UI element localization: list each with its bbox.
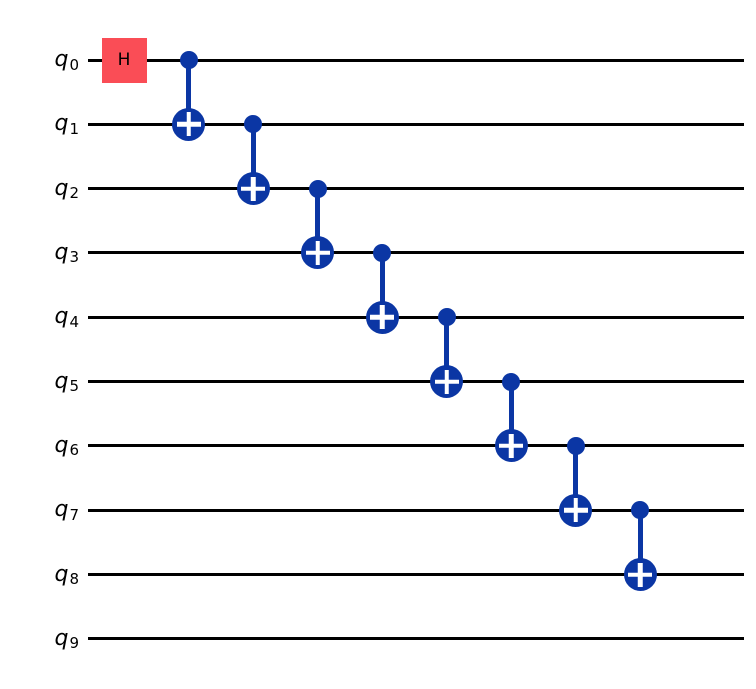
cnot-target bbox=[172, 107, 205, 141]
qubit-label-subscript: 8 bbox=[69, 570, 79, 589]
cnot-connector-line bbox=[637, 510, 643, 575]
cnot-target bbox=[365, 300, 399, 334]
qubit-label-base: q bbox=[54, 368, 69, 394]
qubit-wire bbox=[88, 380, 744, 384]
qubit-label-subscript: 4 bbox=[69, 312, 79, 331]
cnot-connector-line bbox=[250, 124, 256, 189]
cnot-target bbox=[301, 236, 334, 270]
cnot-connector-line bbox=[186, 60, 191, 125]
qubit-wire bbox=[88, 508, 744, 512]
qubit-label-base: q bbox=[54, 625, 69, 651]
qubit-label-base: q bbox=[54, 111, 69, 137]
plus-icon bbox=[366, 301, 399, 334]
qubit-label-subscript: 1 bbox=[69, 119, 79, 138]
h-gate-label: H bbox=[117, 50, 131, 70]
cnot-control-dot bbox=[373, 243, 391, 262]
qubit-wire bbox=[88, 637, 744, 641]
qubit-label-base: q bbox=[54, 497, 69, 523]
plus-icon bbox=[559, 494, 592, 527]
qubit-label-subscript: 5 bbox=[69, 377, 79, 396]
qubit-label-subscript: 0 bbox=[69, 55, 79, 74]
qubit-wire bbox=[88, 58, 744, 62]
qubit-label-base: q bbox=[54, 175, 69, 201]
qubit-label-base: q bbox=[54, 561, 69, 587]
qubit-label-base: q bbox=[54, 239, 69, 265]
cnot-target bbox=[623, 558, 657, 592]
cnot-control-dot bbox=[308, 179, 327, 198]
cnot-connector-line bbox=[315, 188, 320, 253]
qubit-label-base: q bbox=[54, 432, 69, 458]
cnot-control-dot bbox=[502, 372, 520, 391]
cnot-target bbox=[236, 172, 270, 206]
qubit-wire bbox=[88, 187, 744, 191]
plus-icon bbox=[301, 236, 334, 269]
cnot-connector-line bbox=[573, 445, 578, 511]
cnot-target bbox=[494, 429, 528, 463]
plus-icon bbox=[430, 365, 463, 398]
cnot-control-dot bbox=[566, 436, 585, 455]
h-gate: H bbox=[101, 37, 147, 83]
cnot-target bbox=[559, 493, 592, 527]
cnot-control-dot bbox=[244, 115, 262, 134]
qubit-label-subscript: 9 bbox=[69, 634, 79, 653]
plus-icon bbox=[172, 108, 205, 141]
qubit-label-subscript: 2 bbox=[69, 184, 79, 203]
plus-icon bbox=[237, 172, 270, 205]
qubit-wire bbox=[88, 122, 744, 126]
cnot-connector-line bbox=[444, 317, 449, 382]
qubit-wire bbox=[88, 573, 744, 577]
qubit-label-base: q bbox=[54, 47, 69, 72]
cnot-control-dot bbox=[179, 51, 198, 69]
qubit-label-base: q bbox=[54, 304, 69, 330]
cnot-control-dot bbox=[437, 308, 456, 327]
qubit-wire bbox=[88, 251, 744, 255]
qubit-wire bbox=[88, 444, 744, 448]
qubit-label-subscript: 6 bbox=[69, 441, 79, 460]
qubit-label-subscript: 3 bbox=[69, 248, 79, 267]
plus-icon bbox=[624, 558, 657, 591]
cnot-control-dot bbox=[631, 501, 649, 520]
cnot-connector-line bbox=[508, 381, 514, 446]
cnot-target bbox=[430, 365, 463, 399]
qubit-label-subscript: 7 bbox=[69, 505, 79, 524]
plus-icon bbox=[495, 429, 528, 462]
cnot-connector-line bbox=[379, 252, 385, 318]
qubit-wire bbox=[88, 315, 744, 319]
